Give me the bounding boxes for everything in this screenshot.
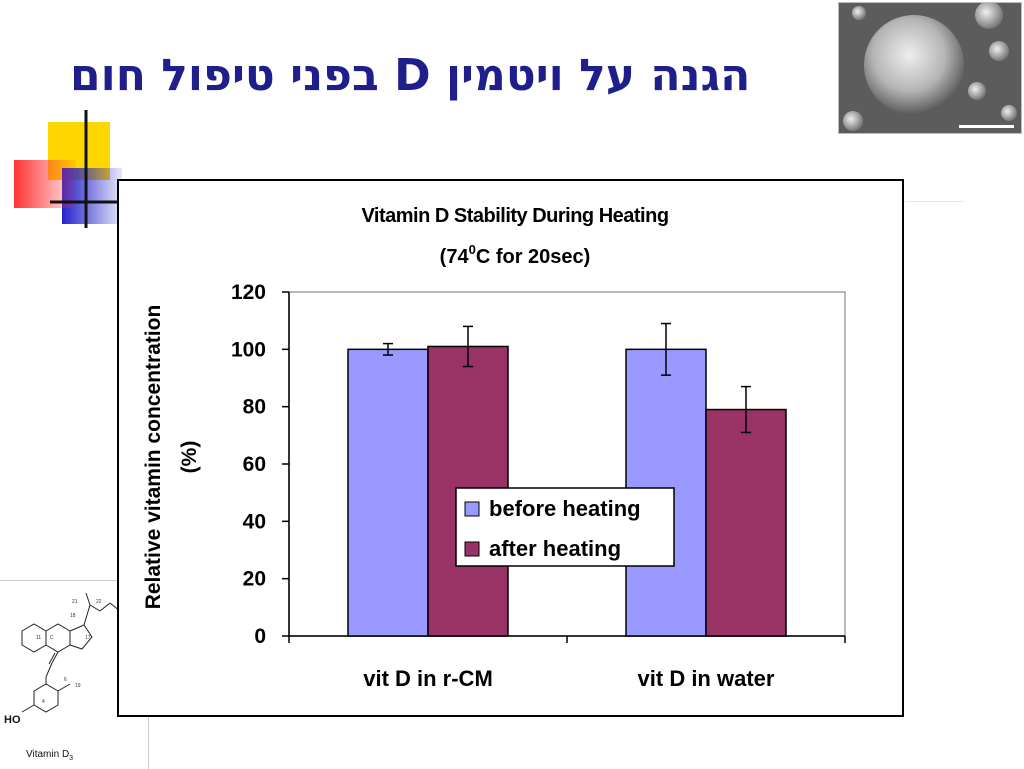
- y-axis-label: Relative vitamin concentration: [142, 305, 165, 610]
- x-tick-label: vit D in r-CM: [363, 666, 493, 691]
- svg-text:17: 17: [85, 635, 91, 641]
- y-tick-label: 0: [254, 625, 266, 648]
- decorative-squares: [14, 110, 140, 228]
- y-axis-unit: (%): [178, 441, 201, 474]
- y-tick-label: 60: [243, 453, 266, 476]
- svg-text:4: 4: [42, 699, 45, 705]
- bar: [347, 348, 429, 637]
- chart-title: Vitamin D Stability During Heating: [361, 205, 668, 227]
- legend: [455, 487, 675, 567]
- y-tick-label: 100: [231, 338, 266, 361]
- legend-label: before heating: [489, 496, 641, 521]
- red-square: [14, 160, 76, 208]
- bar-chart: Vitamin D Stability During Heating (740C…: [142, 205, 846, 691]
- x-tick-label: vit D in water: [638, 666, 775, 691]
- legend-label: after heating: [489, 536, 621, 561]
- chart-frame: Vitamin D Stability During Heating (740C…: [117, 179, 904, 717]
- svg-text:19: 19: [75, 683, 81, 689]
- y-tick-label: 80: [243, 396, 266, 419]
- slide-title: הגנה על ויטמין D בפני טיפול חום: [70, 50, 751, 101]
- microscope-image: [838, 2, 1022, 134]
- legend-swatch: [464, 541, 480, 557]
- y-tick-label: 120: [231, 281, 266, 304]
- structure-caption: Vitamin D3: [26, 749, 73, 762]
- y-tick-label: 20: [243, 568, 266, 591]
- svg-text:18: 18: [70, 613, 76, 619]
- chart-subtitle: (740C for 20sec): [440, 242, 591, 268]
- bar: [705, 408, 787, 637]
- svg-text:22: 22: [96, 599, 102, 605]
- y-tick-label: 40: [243, 510, 266, 533]
- svg-text:11: 11: [36, 635, 41, 641]
- svg-text:C: C: [50, 635, 54, 641]
- svg-text:6: 6: [64, 677, 67, 683]
- divider-line: [905, 201, 965, 202]
- legend-swatch: [464, 501, 480, 517]
- structure-ho-label: HO: [4, 714, 21, 726]
- svg-text:21: 21: [72, 599, 78, 605]
